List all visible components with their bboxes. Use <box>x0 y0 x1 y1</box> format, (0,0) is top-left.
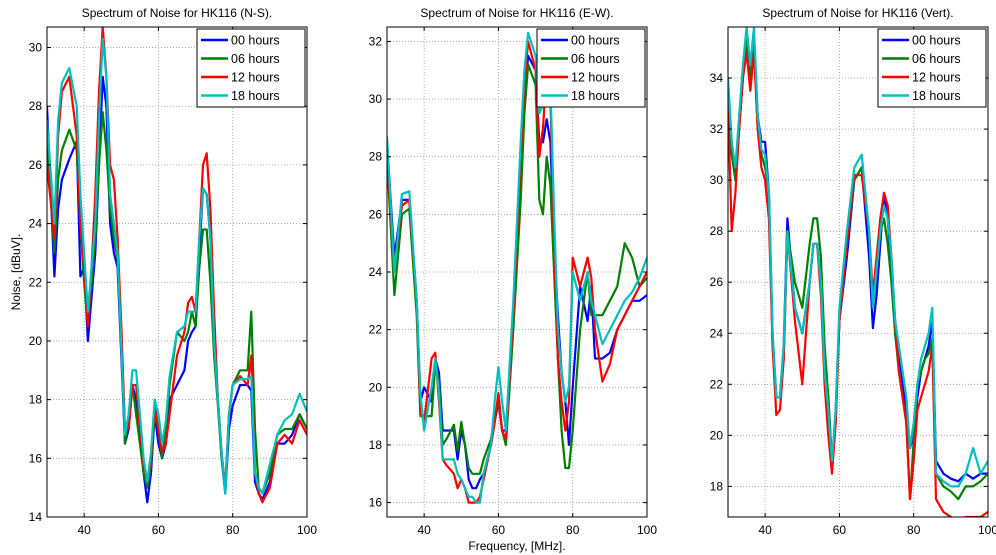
x-axis-label: Frequency, [MHz]. <box>468 539 565 553</box>
y-tick-label: 32 <box>710 122 724 136</box>
x-tick-label: 60 <box>152 523 166 537</box>
y-tick-label: 28 <box>369 150 383 164</box>
y-tick-label: 20 <box>369 380 383 394</box>
chart-title: Spectrum of Noise for HK116 (N-S). <box>82 6 273 20</box>
legend-label: 06 hours <box>231 52 280 66</box>
legend-label: 00 hours <box>571 34 620 48</box>
legend-label: 18 hours <box>912 89 961 103</box>
legend-box <box>877 28 987 108</box>
legend-label: 18 hours <box>571 89 620 103</box>
legend-label: 12 hours <box>231 71 280 85</box>
y-tick-label: 30 <box>29 41 43 55</box>
y-tick-label: 26 <box>29 158 43 172</box>
series-line-06-hours <box>47 111 307 495</box>
y-axis-label: Noise, [dBuV]. <box>9 234 23 311</box>
y-tick-label: 30 <box>369 92 383 106</box>
x-tick-label: 40 <box>758 523 772 537</box>
y-tick-label: 18 <box>710 479 724 493</box>
axes-box <box>727 26 989 518</box>
legend: 00 hours 06 hours 12 hours 18 hours <box>196 28 306 108</box>
legend-label: 06 hours <box>571 52 620 66</box>
series-line-18-hours <box>728 27 988 488</box>
y-tick-label: 26 <box>369 207 383 221</box>
y-tick-label: 22 <box>29 275 43 289</box>
series-group <box>47 27 307 504</box>
y-tick-label: 24 <box>29 217 43 231</box>
y-tick-label: 16 <box>369 496 383 510</box>
y-tick-label: 28 <box>710 224 724 238</box>
x-tick-label: 60 <box>833 523 847 537</box>
chart-title: Spectrum of Noise for HK116 (Vert). <box>762 6 953 20</box>
x-tick-label: 60 <box>492 523 506 537</box>
y-tick-label: 26 <box>710 275 724 289</box>
axes-box <box>46 26 308 518</box>
chart-title: Spectrum of Noise for HK116 (E-W). <box>420 6 613 20</box>
legend: 00 hours 06 hours 12 hours 18 hours <box>877 28 987 108</box>
x-tick-label: 40 <box>77 523 91 537</box>
series-line-18-hours <box>47 37 307 495</box>
legend-box <box>536 28 646 108</box>
x-tick-label: 80 <box>226 523 240 537</box>
panel-vert: 40 60 80 100 18 20 22 24 26 28 30 32 34 Spectrum of N… <box>710 6 996 537</box>
legend-label: 00 hours <box>912 34 961 48</box>
series-line-12-hours <box>47 27 307 504</box>
legend-label: 12 hours <box>571 71 620 85</box>
y-tick-label: 16 <box>29 451 43 465</box>
series-group <box>728 27 988 517</box>
y-tick-label: 20 <box>710 428 724 442</box>
legend-label: 18 hours <box>231 89 280 103</box>
panel-ew: 40 60 80 100 16 18 20 22 24 26 28 30 32 Spectrum of N… <box>369 6 658 553</box>
series-line-12-hours <box>728 51 988 517</box>
series-group <box>387 31 647 504</box>
y-tick-label: 34 <box>710 71 724 85</box>
x-tick-label: 80 <box>907 523 921 537</box>
y-tick-label: 14 <box>29 510 43 524</box>
y-tick-label: 32 <box>369 34 383 48</box>
y-tick-label: 20 <box>29 334 43 348</box>
y-tick-label: 28 <box>29 99 43 113</box>
legend: 00 hours 06 hours 12 hours 18 hours <box>536 28 646 108</box>
x-tick-label: 100 <box>297 523 317 537</box>
legend-label: 00 hours <box>231 34 280 48</box>
legend-box <box>196 28 306 108</box>
y-tick-label: 18 <box>29 393 43 407</box>
panel-ns: 40 60 80 100 14 16 18 20 22 24 26 28 30 Spectrum of N… <box>9 6 317 537</box>
legend-label: 12 hours <box>912 71 961 85</box>
x-tick-label: 80 <box>566 523 580 537</box>
y-tick-label: 22 <box>710 377 724 391</box>
x-tick-label: 40 <box>417 523 431 537</box>
x-tick-label: 100 <box>637 523 657 537</box>
y-tick-label: 30 <box>710 173 724 187</box>
legend-label: 06 hours <box>912 52 961 66</box>
y-tick-label: 24 <box>710 326 724 340</box>
series-line-18-hours <box>387 31 647 504</box>
x-tick-label: 100 <box>978 523 996 537</box>
y-tick-label: 24 <box>369 265 383 279</box>
y-tick-label: 18 <box>369 438 383 452</box>
y-tick-label: 22 <box>369 323 383 337</box>
